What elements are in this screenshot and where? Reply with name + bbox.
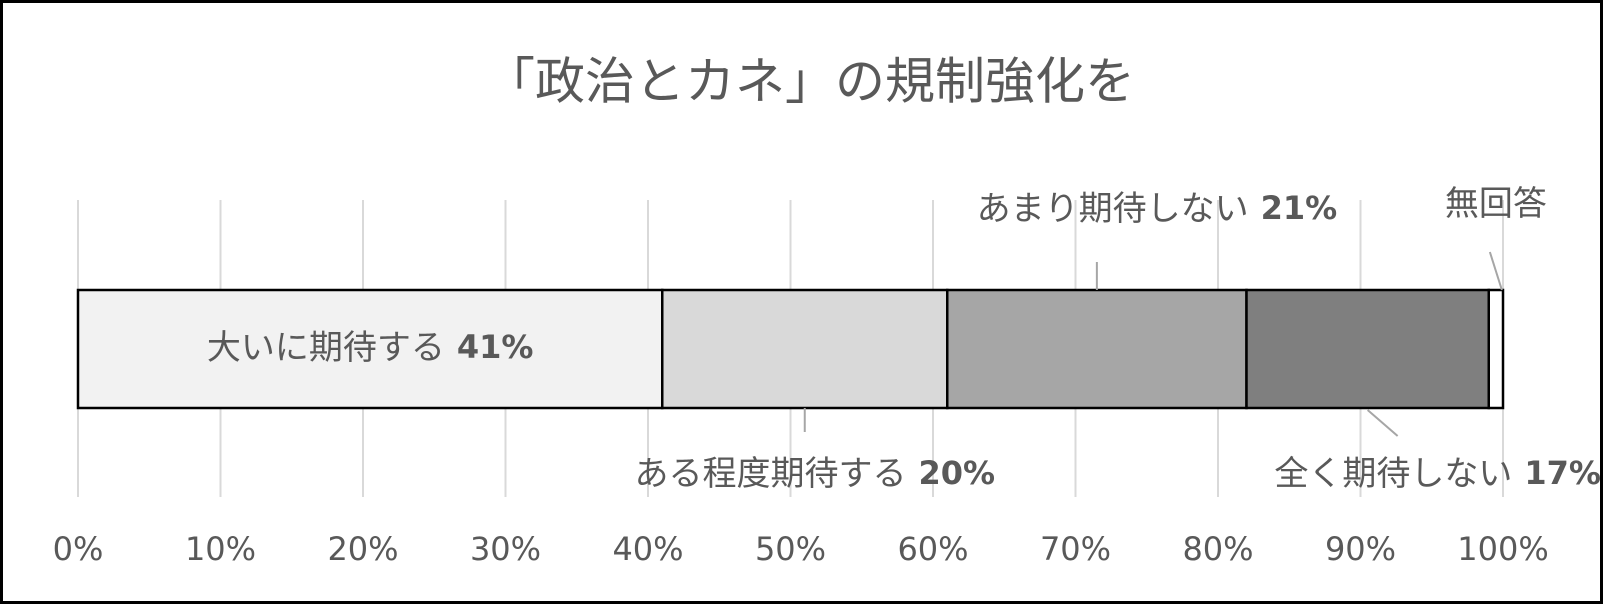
x-tick-label: 70% [1040,530,1111,568]
series-name: 全く期待しない [1274,454,1512,494]
x-tick-label: 90% [1325,530,1396,568]
leader-line [1488,251,1503,291]
value-label: 17% [1524,454,1601,492]
data-label: 無回答 [1445,184,1547,224]
bar-segment [661,288,949,410]
x-tick-label: 0% [53,530,104,568]
value-label: 21% [1261,189,1338,227]
x-tick-label: 80% [1182,530,1253,568]
leader-line [1366,409,1399,437]
x-tick-label: 50% [755,530,826,568]
chart-title: 「政治とカネ」の規制強化を [485,53,1135,111]
series-name: 大いに期待する [207,328,445,368]
data-label: 大いに期待する 41% [207,328,534,368]
series-name: 無回答 [1445,184,1547,224]
x-tick-label: 10% [185,530,256,568]
value-label: 20% [918,454,995,492]
x-tick-label: 60% [897,530,968,568]
bar-segment [76,288,664,410]
bar-segment [1487,288,1505,410]
x-tick-label: 30% [470,530,541,568]
data-label: ある程度期待する 20% [634,454,995,494]
series-name: ある程度期待する [634,454,906,494]
value-label: 41% [457,328,534,366]
x-tick-label: 20% [327,530,398,568]
bar-segment [946,288,1248,410]
data-label: あまり期待しない 21% [977,189,1338,229]
series-name: あまり期待しない [977,189,1249,229]
x-tick-label: 40% [612,530,683,568]
bar-segment [1245,288,1490,410]
data-label: 全く期待しない 17% [1274,454,1601,494]
x-tick-label: 100% [1457,530,1548,568]
